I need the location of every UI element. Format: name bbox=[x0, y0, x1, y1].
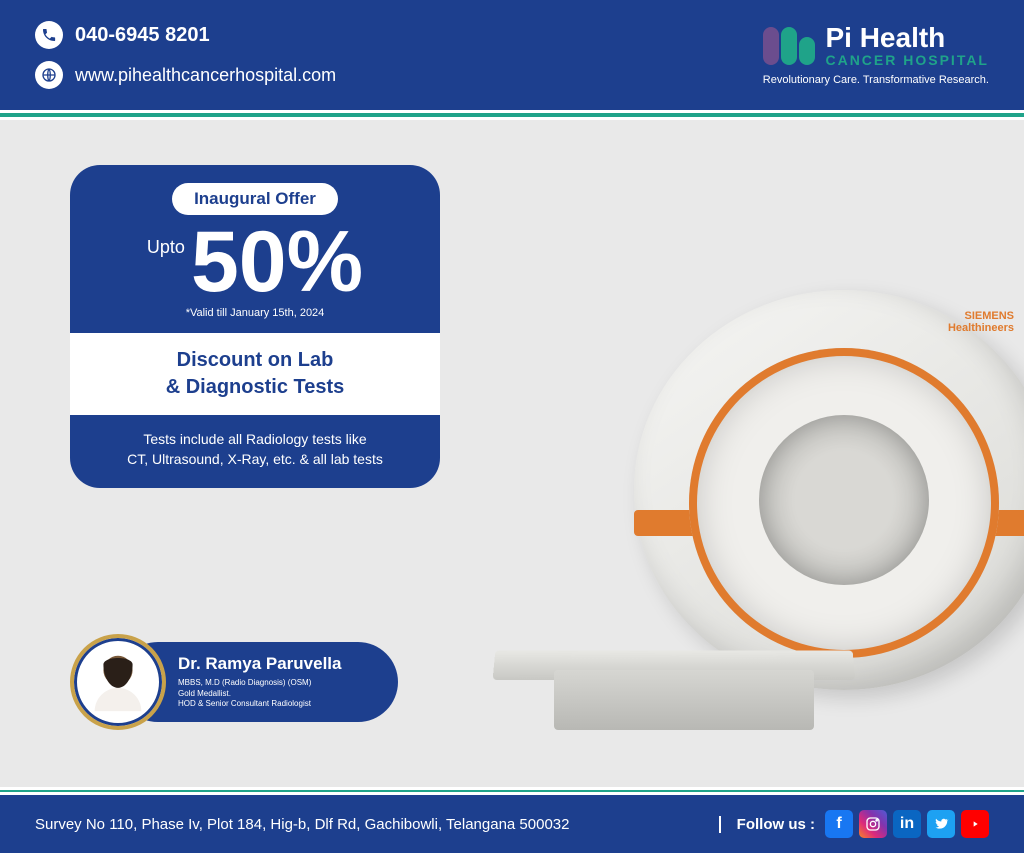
follow-label: Follow us : bbox=[719, 816, 815, 833]
offer-badge: Inaugural Offer bbox=[172, 183, 338, 215]
footer-address: Survey No 110, Phase Iv, Plot 184, Hig-b… bbox=[35, 816, 569, 833]
youtube-icon[interactable] bbox=[961, 810, 989, 838]
main-area: SIEMENS Healthineers Inaugural Offer Upt… bbox=[0, 120, 1024, 780]
doctor-avatar bbox=[70, 634, 166, 730]
mri-brand2: Healthineers bbox=[948, 322, 1014, 334]
mri-scanner-image: SIEMENS Healthineers bbox=[494, 230, 1024, 750]
website-url: www.pihealthcancerhospital.com bbox=[75, 65, 336, 86]
doctor-name: Dr. Ramya Paruvella bbox=[178, 654, 374, 674]
facebook-icon[interactable]: f bbox=[825, 810, 853, 838]
logo-tagline: Revolutionary Care. Transformative Resea… bbox=[763, 74, 989, 86]
logo-name: Pi Health bbox=[825, 24, 989, 52]
phone-row[interactable]: 040-6945 8201 bbox=[35, 21, 336, 49]
header: 040-6945 8201 www.pihealthcancerhospital… bbox=[0, 0, 1024, 110]
offer-upto: Upto bbox=[147, 237, 185, 258]
phone-icon bbox=[35, 21, 63, 49]
doctor-block: Dr. Ramya Paruvella MBBS, M.D (Radio Dia… bbox=[70, 634, 398, 730]
mri-brand1: SIEMENS bbox=[964, 310, 1014, 322]
logo-block: Pi Health CANCER HOSPITAL Revolutionary … bbox=[763, 24, 989, 86]
offer-valid: *Valid till January 15th, 2024 bbox=[70, 307, 440, 319]
divider-bottom bbox=[0, 787, 1024, 795]
social-icons: f in bbox=[825, 810, 989, 838]
logo-sub: CANCER HOSPITAL bbox=[825, 52, 989, 68]
doctor-credentials: MBBS, M.D (Radio Diagnosis) (OSM) Gold M… bbox=[178, 678, 374, 710]
website-row[interactable]: www.pihealthcancerhospital.com bbox=[35, 61, 336, 89]
contact-block: 040-6945 8201 www.pihealthcancerhospital… bbox=[35, 21, 336, 89]
offer-tests: Tests include all Radiology tests like C… bbox=[70, 415, 440, 470]
phone-number: 040-6945 8201 bbox=[75, 24, 210, 47]
instagram-icon[interactable] bbox=[859, 810, 887, 838]
divider-top bbox=[0, 110, 1024, 120]
offer-discount: Discount on Lab & Diagnostic Tests bbox=[70, 333, 440, 415]
footer: Survey No 110, Phase Iv, Plot 184, Hig-b… bbox=[0, 787, 1024, 853]
linkedin-icon[interactable]: in bbox=[893, 810, 921, 838]
globe-icon bbox=[35, 61, 63, 89]
twitter-icon[interactable] bbox=[927, 810, 955, 838]
offer-percent: 50% bbox=[191, 219, 363, 305]
offer-card: Inaugural Offer Upto 50% *Valid till Jan… bbox=[70, 165, 440, 488]
logo-mark bbox=[763, 27, 815, 65]
